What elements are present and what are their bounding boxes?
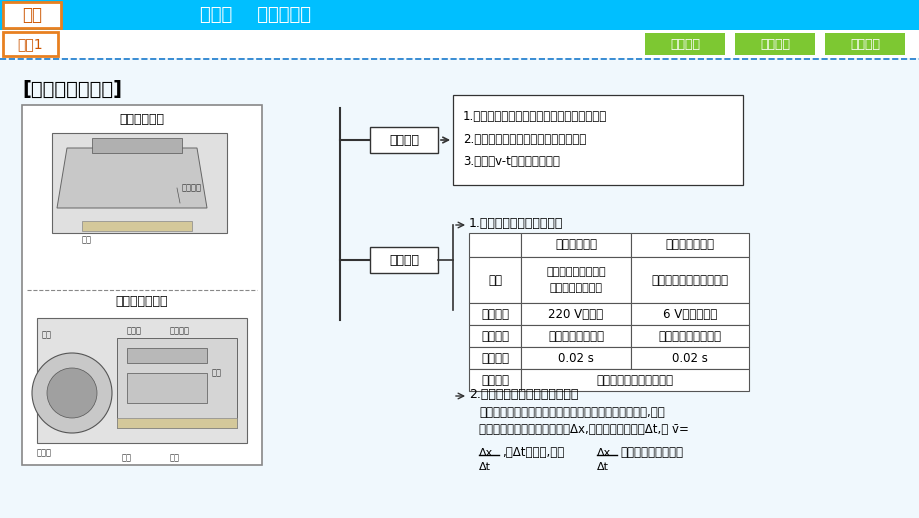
Text: 实验目的: 实验目的 — [389, 134, 418, 147]
Text: 1.了解打点计时器的结构、原理及使用方法。: 1.了解打点计时器的结构、原理及使用方法。 — [462, 110, 607, 123]
Text: 必修1: 必修1 — [17, 37, 43, 51]
FancyBboxPatch shape — [469, 347, 520, 369]
FancyBboxPatch shape — [3, 32, 58, 56]
Text: 2.测平均速度、瞬时速度的原理: 2.测平均速度、瞬时速度的原理 — [469, 388, 578, 401]
FancyBboxPatch shape — [0, 59, 919, 518]
Text: 墨粉纸盘: 墨粉纸盘 — [182, 183, 202, 193]
Text: 实验基础: 实验基础 — [669, 37, 699, 50]
FancyBboxPatch shape — [469, 369, 520, 391]
Text: 振片: 振片 — [170, 453, 180, 462]
FancyBboxPatch shape — [0, 30, 919, 58]
Text: 跟运动物体连在一起的纸带上打出的点记录物体的位置,用刻: 跟运动物体连在一起的纸带上打出的点记录物体的位置,用刻 — [479, 406, 664, 419]
Text: 墨粉纸盘放电打点: 墨粉纸盘放电打点 — [549, 283, 602, 293]
Circle shape — [32, 353, 112, 433]
FancyBboxPatch shape — [520, 257, 630, 303]
Text: 第一章    运动的描述: 第一章 运动的描述 — [199, 6, 311, 24]
FancyBboxPatch shape — [520, 325, 630, 347]
FancyBboxPatch shape — [520, 233, 630, 257]
Text: 永久磁铁: 永久磁铁 — [170, 326, 190, 335]
Text: 电磁打点计时器: 电磁打点计时器 — [664, 238, 714, 252]
FancyBboxPatch shape — [630, 347, 748, 369]
Text: Δt: Δt — [479, 462, 491, 472]
Text: 振针: 振针 — [42, 330, 52, 339]
FancyBboxPatch shape — [469, 257, 520, 303]
FancyBboxPatch shape — [630, 257, 748, 303]
Polygon shape — [57, 148, 207, 208]
Text: 实验原理: 实验原理 — [389, 253, 418, 266]
Text: [实验原理及操作]: [实验原理及操作] — [22, 80, 122, 99]
Text: 打点方式: 打点方式 — [481, 329, 508, 342]
Text: 0.02 s: 0.02 s — [558, 352, 594, 365]
Text: 随堂演练: 随堂演练 — [849, 37, 879, 50]
FancyBboxPatch shape — [734, 33, 814, 55]
Text: 电火花计时器: 电火花计时器 — [554, 238, 596, 252]
FancyBboxPatch shape — [3, 2, 61, 28]
Text: Δx: Δx — [479, 448, 493, 458]
Text: 工作电压: 工作电压 — [481, 308, 508, 321]
FancyBboxPatch shape — [520, 347, 630, 369]
Text: Δx: Δx — [596, 448, 610, 458]
FancyBboxPatch shape — [469, 325, 520, 347]
FancyBboxPatch shape — [469, 303, 520, 325]
FancyBboxPatch shape — [37, 318, 246, 443]
FancyBboxPatch shape — [369, 247, 437, 273]
FancyBboxPatch shape — [127, 373, 207, 403]
Text: 纸带: 纸带 — [122, 453, 131, 462]
FancyBboxPatch shape — [127, 348, 207, 363]
Text: 0.02 s: 0.02 s — [672, 352, 707, 365]
FancyBboxPatch shape — [117, 418, 237, 428]
Text: 周期性产生电火花: 周期性产生电火花 — [548, 329, 604, 342]
Text: 纸带: 纸带 — [82, 235, 92, 244]
FancyBboxPatch shape — [520, 303, 630, 325]
Text: 为时刻的瞬时速度。: 为时刻的瞬时速度。 — [619, 447, 682, 459]
FancyBboxPatch shape — [630, 325, 748, 347]
Text: 2.学会用打点计时器测量物体的速度。: 2.学会用打点计时器测量物体的速度。 — [462, 133, 585, 146]
Text: Δt: Δt — [596, 462, 608, 472]
Text: 复写纸: 复写纸 — [37, 448, 52, 457]
FancyBboxPatch shape — [644, 33, 724, 55]
Text: 脉冲电流经放电针、: 脉冲电流经放电针、 — [546, 267, 605, 277]
Text: 打点周期: 打点周期 — [481, 352, 508, 365]
FancyBboxPatch shape — [92, 138, 182, 153]
FancyBboxPatch shape — [369, 127, 437, 153]
FancyBboxPatch shape — [117, 338, 237, 428]
FancyBboxPatch shape — [52, 133, 227, 233]
Text: 电火花计时器: 电火花计时器 — [119, 113, 165, 126]
Text: 度尺测出两个计数点间的位移Δx,打两个点的时间为Δt,则 v̄=: 度尺测出两个计数点间的位移Δx,打两个点的时间为Δt,则 v̄= — [479, 423, 688, 436]
Text: 3.能利用v-t图象表示速度。: 3.能利用v-t图象表示速度。 — [462, 155, 560, 168]
Text: 电磁作用下振针振动打点: 电磁作用下振针振动打点 — [651, 274, 728, 286]
Text: ,当Δt很短时,认为: ,当Δt很短时,认为 — [502, 447, 563, 459]
Text: 限位孔: 限位孔 — [127, 326, 142, 335]
Text: 1.打点计时器的原理及使用: 1.打点计时器的原理及使用 — [469, 217, 562, 230]
Text: 典例研析: 典例研析 — [759, 37, 789, 50]
Text: 位置、时刻和位移、时间: 位置、时刻和位移、时间 — [596, 373, 673, 386]
FancyBboxPatch shape — [22, 105, 262, 465]
FancyBboxPatch shape — [82, 221, 192, 231]
Text: 电磁打点计时器: 电磁打点计时器 — [116, 295, 168, 308]
FancyBboxPatch shape — [520, 369, 748, 391]
Text: 220 V交流电: 220 V交流电 — [548, 308, 603, 321]
Circle shape — [47, 368, 96, 418]
FancyBboxPatch shape — [630, 303, 748, 325]
Text: 振针周期性上下振动: 振针周期性上下振动 — [658, 329, 720, 342]
FancyBboxPatch shape — [630, 233, 748, 257]
FancyBboxPatch shape — [824, 33, 904, 55]
FancyBboxPatch shape — [452, 95, 743, 185]
Text: 6 V以下交流电: 6 V以下交流电 — [663, 308, 716, 321]
FancyBboxPatch shape — [469, 233, 520, 257]
Text: 记录信息: 记录信息 — [481, 373, 508, 386]
Text: 原理: 原理 — [487, 274, 502, 286]
Text: 物理: 物理 — [22, 6, 42, 24]
FancyBboxPatch shape — [0, 0, 919, 30]
Text: 线圈: 线圈 — [211, 368, 221, 378]
